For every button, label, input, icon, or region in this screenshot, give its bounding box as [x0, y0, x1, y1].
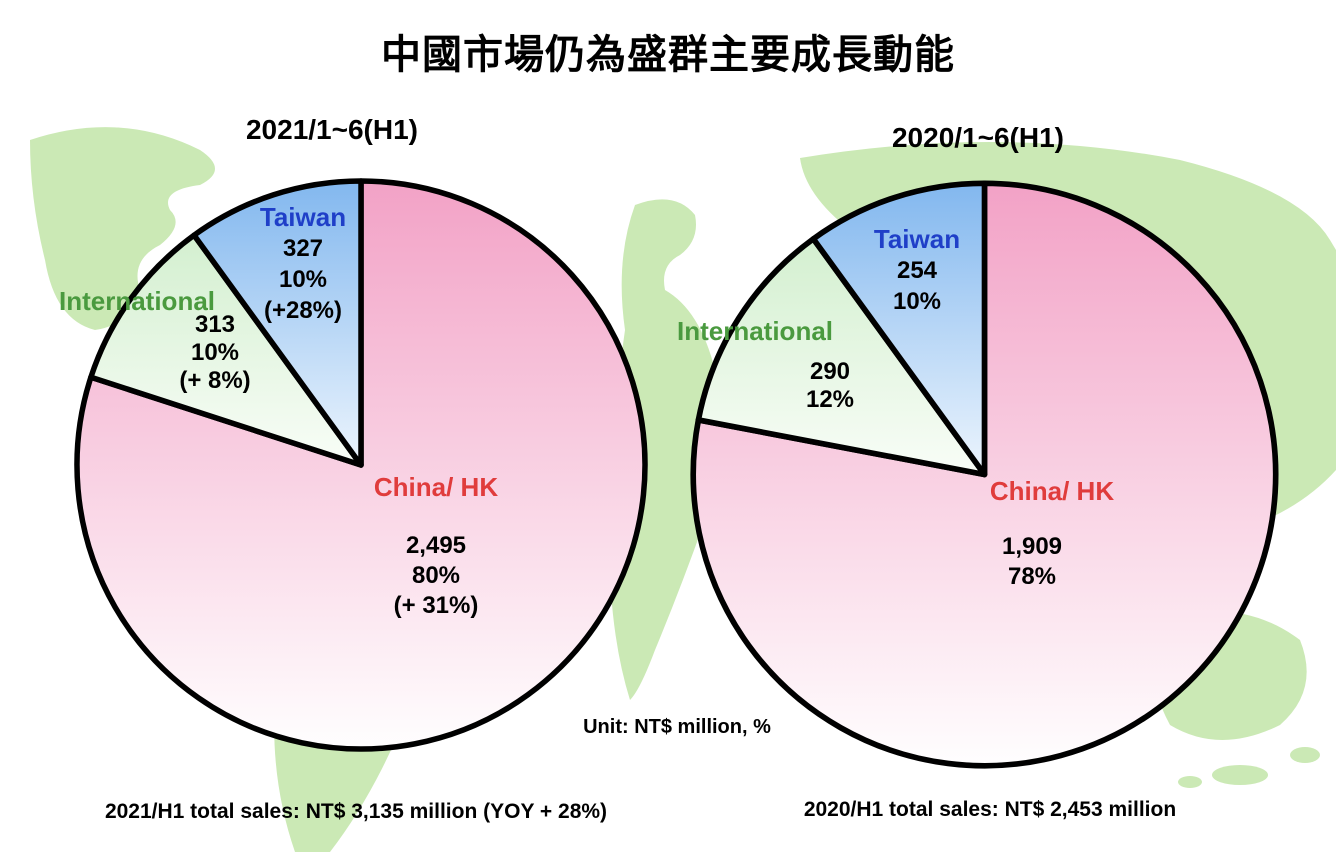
taiwan-label: Taiwan	[259, 202, 347, 232]
taiwan-value: 327	[282, 235, 324, 262]
china-hk-percent: 80%	[411, 562, 461, 589]
label-group-china-name-2021: China/ HK	[374, 472, 498, 502]
continent-shape	[1178, 776, 1202, 788]
china-hk-label: China/ HK	[373, 472, 499, 502]
pie-slice-taiwan	[810, 180, 988, 478]
label-group-taiwan-2021: Taiwan 327 10% (+28%)	[260, 202, 346, 326]
international-value: 290	[809, 358, 851, 385]
unit-note: Unit: NT$ million, %	[583, 716, 771, 738]
total-sales-2020: 2020/H1 total sales: NT$ 2,453 million	[803, 798, 1177, 821]
label-group-international-values-2021: 313 10% (+ 8%)	[179, 311, 250, 395]
taiwan-percent: 10%	[278, 266, 328, 293]
continent-shape	[1212, 765, 1268, 785]
label-group-china-values-2021: 2,495 80% (+ 31%)	[394, 531, 479, 621]
continent-shape	[30, 127, 215, 330]
chart-2020-heading: 2020/1~6(H1)	[891, 122, 1064, 153]
china-hk-label: China/ HK	[989, 476, 1115, 506]
continent-shape	[609, 199, 721, 700]
label-group-taiwan-2020: Taiwan 254 10%	[874, 224, 960, 317]
pie-chart-2020: Taiwan 254 10% International 290 12% Chi…	[677, 172, 1287, 777]
pie-svg-2021	[74, 178, 648, 752]
label-group-international-name-2020: International	[677, 316, 833, 347]
pie-slice-taiwan	[191, 178, 364, 468]
taiwan-yoy: (+28%)	[263, 297, 343, 324]
label-group-international-values-2020: 290 12%	[806, 358, 854, 414]
taiwan-percent: 10%	[892, 288, 942, 315]
label-group-china-name-2020: China/ HK	[990, 476, 1114, 506]
pie-chart-2021: Taiwan 327 10% (+28%) International 313 …	[59, 170, 656, 760]
pie-slice-international	[695, 236, 988, 478]
international-label: International	[58, 286, 216, 316]
continent-shape	[105, 181, 125, 189]
international-value: 313	[194, 311, 236, 338]
label-group-china-values-2020: 1,909 78%	[1002, 532, 1062, 592]
international-label: International	[676, 316, 834, 346]
china-hk-value: 2,495	[405, 532, 467, 559]
chart-2021-heading: 2021/1~6(H1)	[245, 114, 418, 145]
slide-title: 中國市場仍為盛群主要成長動能	[381, 33, 955, 77]
pie-svg-2020	[690, 180, 1279, 769]
taiwan-label: Taiwan	[873, 224, 961, 254]
pie-slice-china-hk	[690, 180, 1279, 769]
pie-slice-international	[88, 232, 364, 468]
china-hk-yoy: (+ 31%)	[393, 592, 479, 619]
total-sales-2021: 2021/H1 total sales: NT$ 3,135 million (…	[104, 800, 608, 823]
label-group-international-name-2021: International	[59, 286, 215, 317]
taiwan-value: 254	[896, 257, 938, 284]
china-hk-percent: 78%	[1007, 563, 1057, 590]
continent-shape	[136, 200, 164, 210]
international-percent: 12%	[805, 386, 855, 413]
china-hk-value: 1,909	[1001, 533, 1063, 560]
international-percent: 10%	[190, 339, 240, 366]
continent-shape	[1290, 747, 1320, 763]
international-yoy: (+ 8%)	[179, 367, 251, 394]
